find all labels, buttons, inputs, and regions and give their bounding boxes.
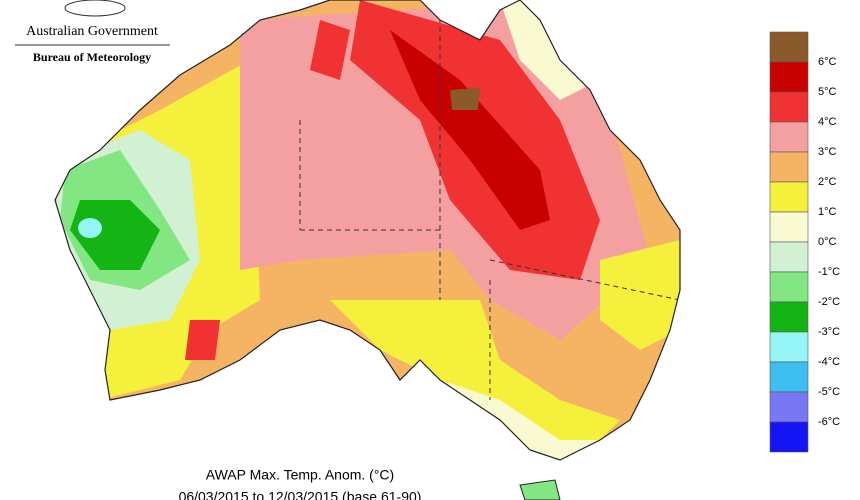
legend-label: 4°C	[818, 116, 837, 128]
legend-swatch	[769, 61, 809, 93]
crest	[64, 0, 126, 17]
legend-label: -5°C	[818, 386, 840, 398]
legend-swatch	[769, 211, 809, 243]
legend-label: 0°C	[818, 236, 837, 248]
legend-swatch	[769, 151, 809, 183]
legend: 6°C 5°C 4°C 3°C 2°C 1°C 0°C -1°C -2°C -3°C -4°C -5°…	[769, 31, 840, 453]
legend-label: -4°C	[818, 356, 840, 368]
agency: Australian Government	[26, 24, 158, 39]
legend-label: 3°C	[818, 146, 837, 158]
legend-swatch	[769, 91, 809, 123]
tasmania	[519, 479, 561, 500]
legend-swatch	[769, 331, 809, 363]
legend-label: -3°C	[818, 326, 840, 338]
legend-swatch	[769, 181, 809, 213]
legend-label: 5°C	[818, 86, 837, 98]
legend-label: 1°C	[818, 206, 837, 218]
legend-swatch	[769, 421, 809, 453]
legend-swatch	[769, 361, 809, 393]
map	[55, 0, 680, 460]
legend-label: 2°C	[818, 176, 837, 188]
map-subtitle: 06/03/2015 to 12/03/2015 (base 61-90)	[179, 489, 422, 500]
legend-swatch	[769, 121, 809, 153]
legend-label: 6°C	[818, 56, 837, 68]
legend-swatch	[769, 391, 809, 423]
legend-label: -1°C	[818, 266, 840, 278]
map-title: AWAP Max. Temp. Anom. (°C)	[206, 467, 394, 483]
bureau: Bureau of Meteorology	[33, 50, 151, 64]
legend-swatch	[769, 271, 809, 303]
coastline	[54, 0, 681, 461]
legend-label: -2°C	[818, 296, 840, 308]
legend-label: -6°C	[818, 416, 840, 428]
legend-swatch	[769, 31, 809, 63]
legend-swatch	[769, 241, 809, 273]
legend-swatch	[769, 301, 809, 333]
